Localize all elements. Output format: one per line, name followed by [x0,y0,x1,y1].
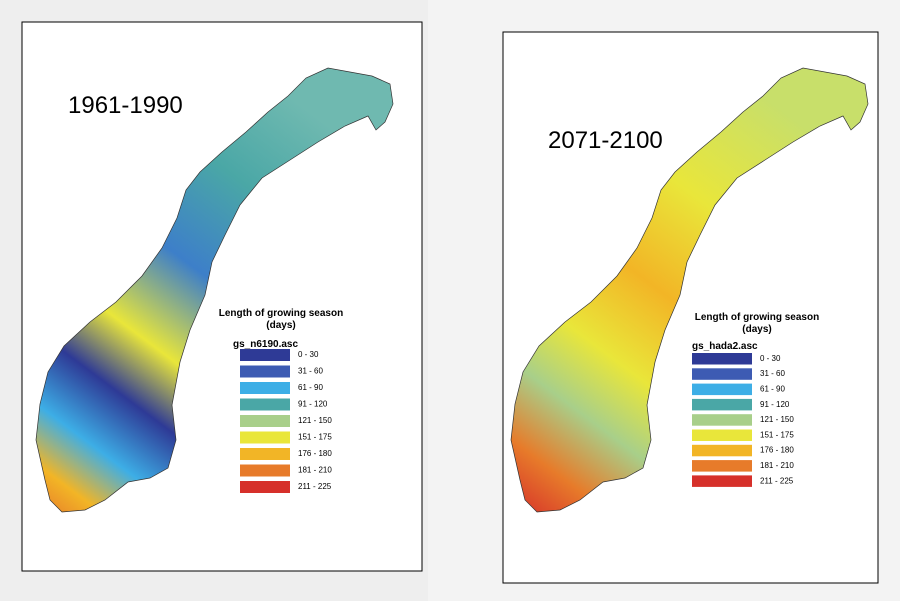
legend-label: 151 - 175 [760,430,794,439]
legend-title: Length of growing season [219,308,343,319]
legend-swatch [692,383,752,396]
legend-swatch [692,353,752,365]
legend-label: 91 - 120 [760,400,790,409]
legend-label: 176 - 180 [760,446,794,455]
legend-label: 181 - 210 [298,466,332,475]
legend-title: Length of growing season [695,312,819,323]
legend-swatch [692,414,752,426]
legend-swatch [240,415,290,427]
legend-swatch [240,481,290,493]
legend-swatch [692,398,752,411]
map-title: 2071-2100 [548,127,663,154]
legend-label: 0 - 30 [298,350,319,359]
legend-swatch [240,382,290,394]
legend-swatch [240,349,290,361]
legend-swatch [240,398,290,411]
legend-label: 211 - 225 [760,476,794,485]
legend-file: gs_hada2.asc [692,341,758,352]
legend-label: 61 - 90 [760,384,785,393]
legend-subtitle: (days) [742,324,771,335]
legend-label: 181 - 210 [760,461,794,470]
legend-swatch [692,460,752,472]
legend-swatch [240,464,290,477]
legend-swatch [240,431,290,444]
legend-label: 91 - 120 [298,400,328,409]
legend-label: 31 - 60 [298,367,323,376]
legend-label: 61 - 90 [298,383,323,392]
legend-subtitle: (days) [266,320,295,331]
legend-label: 31 - 60 [760,369,785,378]
legend-label: 151 - 175 [298,433,332,442]
legend-file: gs_n6190.asc [233,339,298,350]
legend-label: 0 - 30 [760,354,781,363]
legend-swatch [240,365,290,378]
legend-swatch [692,444,752,457]
legend-label: 176 - 180 [298,449,332,458]
legend-swatch [240,448,290,460]
map-title: 1961-1990 [68,92,183,119]
legend-swatch [692,368,752,380]
legend-label: 211 - 225 [298,482,332,491]
legend-swatch [692,429,752,441]
legend-label: 121 - 150 [760,415,794,424]
legend-swatch [692,475,752,487]
legend-label: 121 - 150 [298,416,332,425]
